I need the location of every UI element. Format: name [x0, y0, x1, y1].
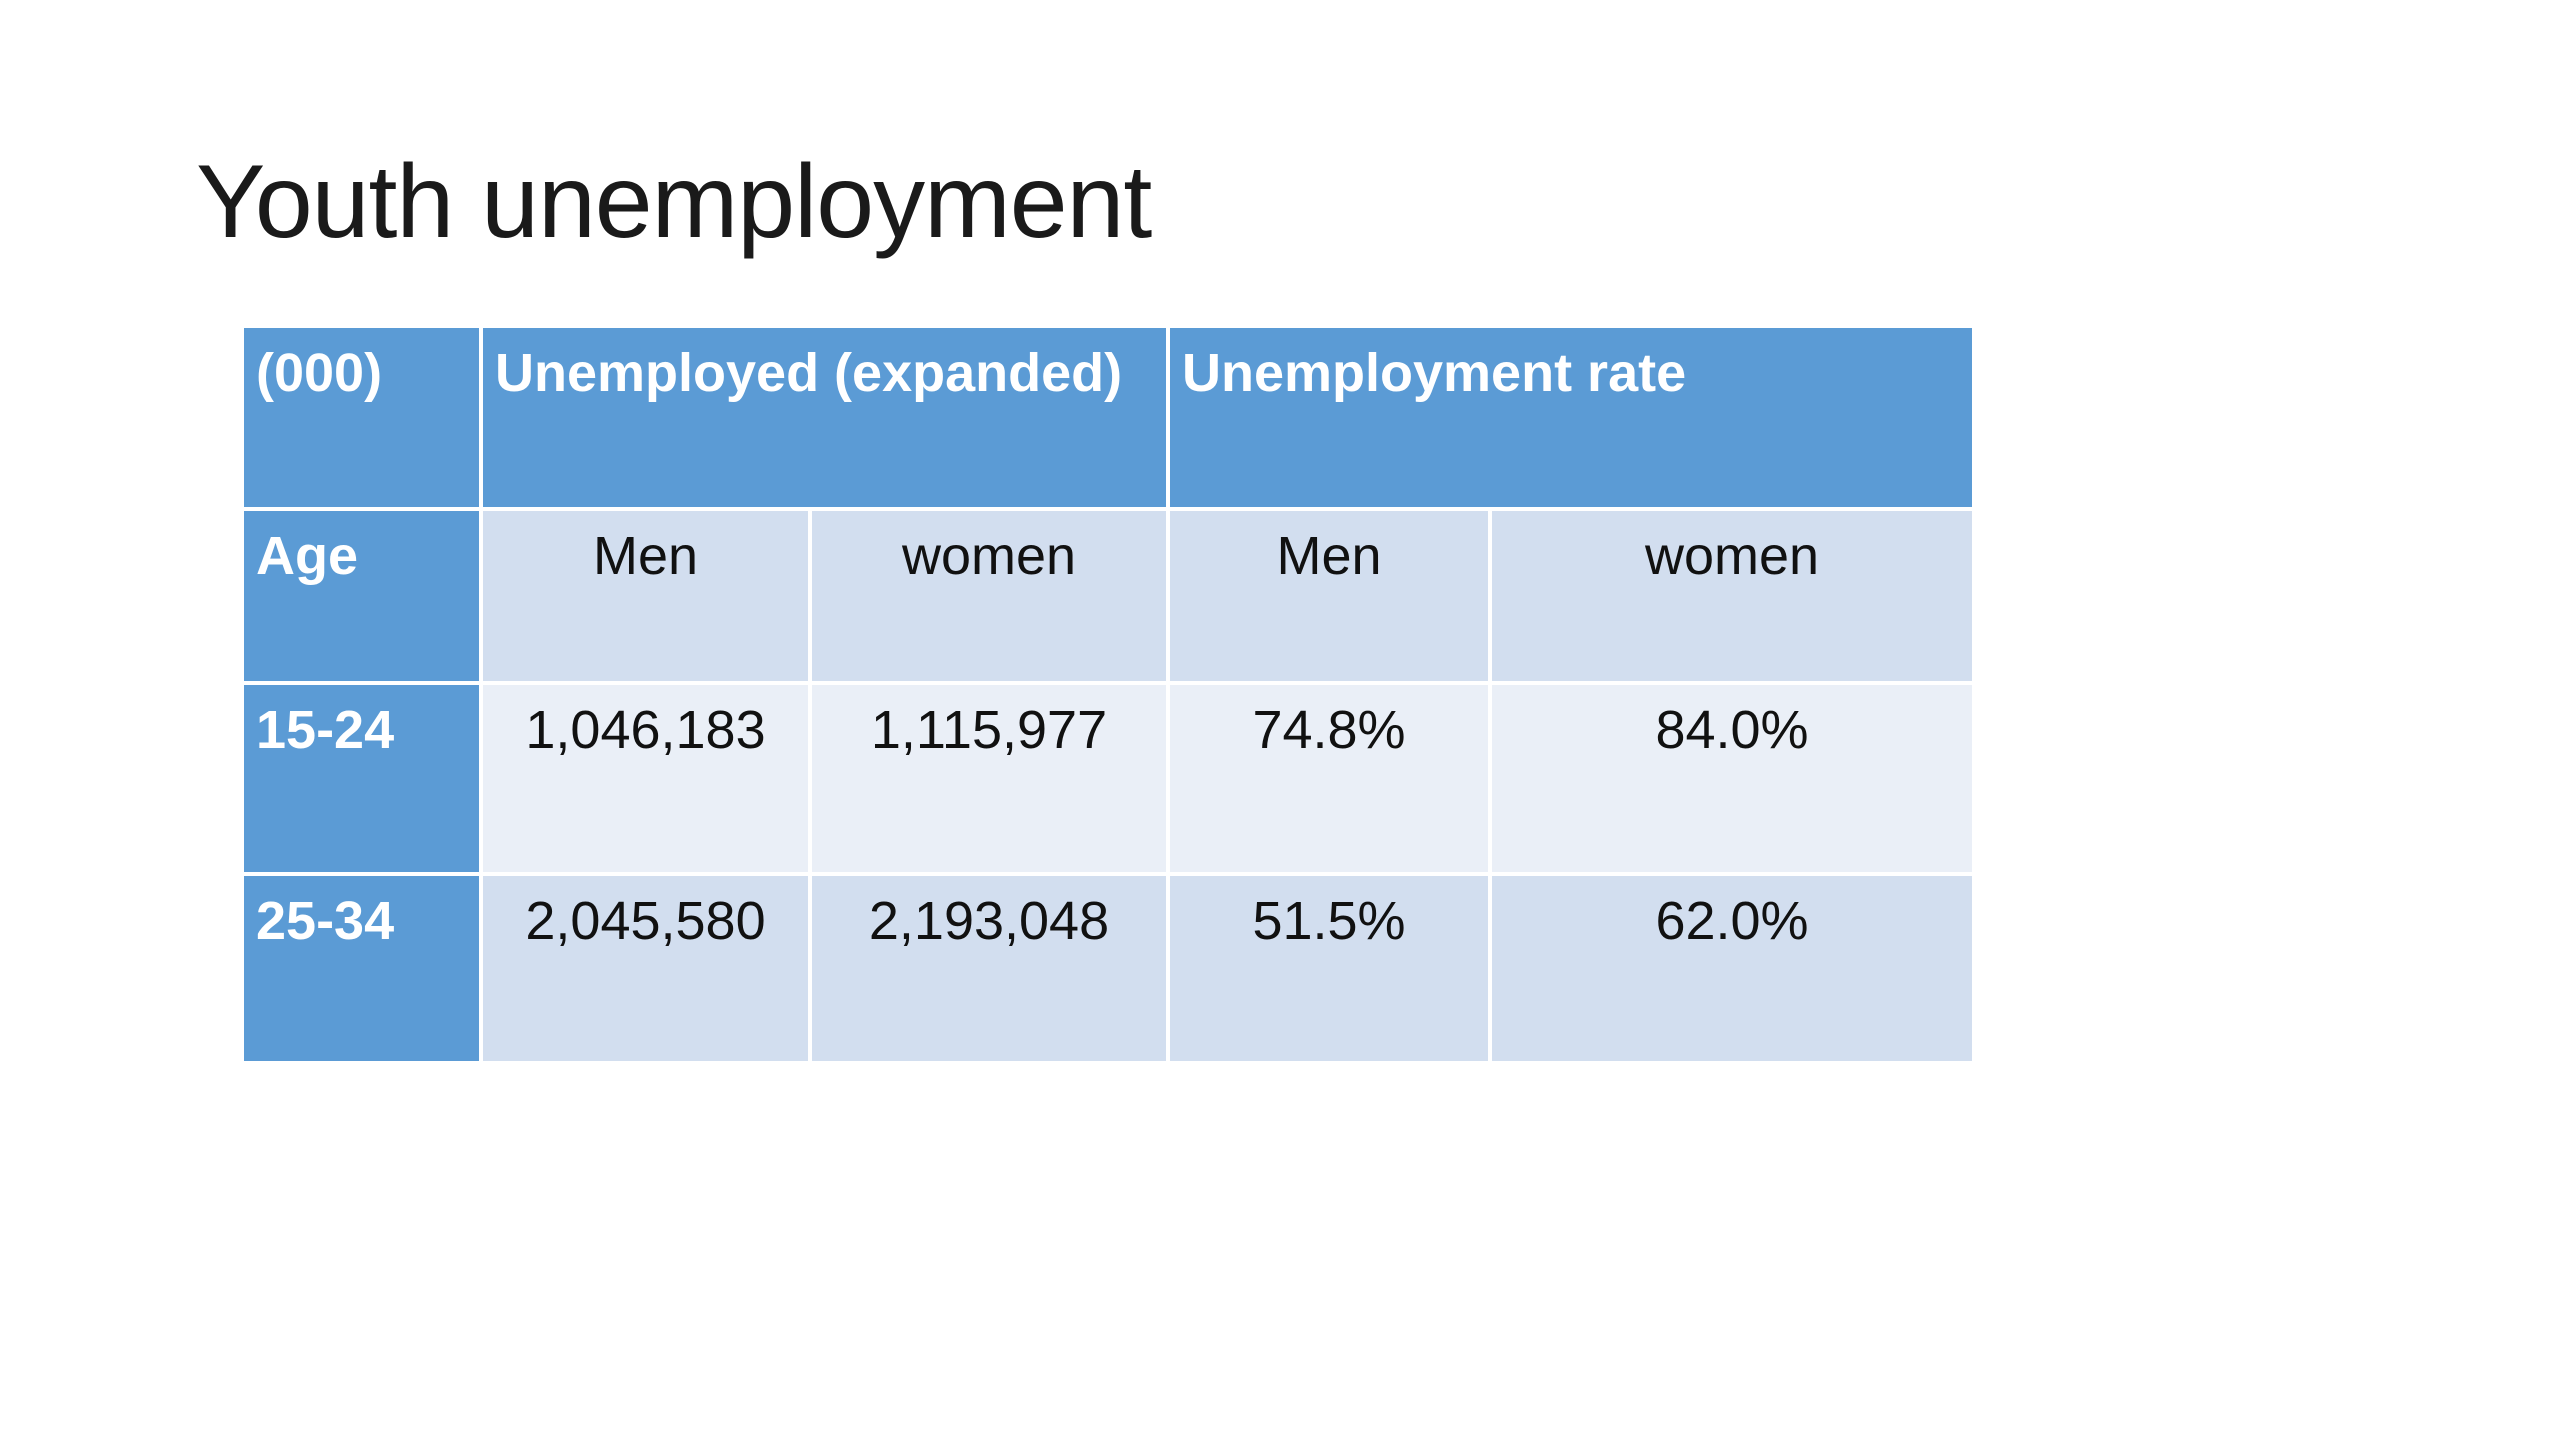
- table-cell: women: [1488, 507, 1976, 685]
- table-row: Age Men women Men women: [240, 507, 1976, 685]
- table-cell: 74.8%: [1166, 681, 1492, 876]
- table-cell: 1,115,977: [808, 681, 1170, 876]
- header-cell: Unemployed (expanded): [479, 324, 1170, 511]
- table-cell: 84.0%: [1488, 681, 1976, 876]
- slide-title: Youth unemployment: [196, 144, 1152, 260]
- data-table: (000) Unemployed (expanded) Unemployment…: [240, 324, 1976, 1065]
- row-header-cell: 25-34: [240, 872, 483, 1065]
- row-header-cell: Age: [240, 507, 483, 685]
- table-cell: women: [808, 507, 1170, 685]
- table-cell: 2,193,048: [808, 872, 1170, 1065]
- table-cell: Men: [479, 507, 812, 685]
- table-cell: 51.5%: [1166, 872, 1492, 1065]
- table-cell: 62.0%: [1488, 872, 1976, 1065]
- table-cell: 2,045,580: [479, 872, 812, 1065]
- table-cell: Men: [1166, 507, 1492, 685]
- table-cell: 1,046,183: [479, 681, 812, 876]
- row-header-cell: 15-24: [240, 681, 483, 876]
- table-row: 15-24 1,046,183 1,115,977 74.8% 84.0%: [240, 681, 1976, 876]
- header-cell: (000): [240, 324, 483, 511]
- header-cell: Unemployment rate: [1166, 324, 1976, 511]
- header-row: (000) Unemployed (expanded) Unemployment…: [240, 324, 1976, 511]
- table-row: 25-34 2,045,580 2,193,048 51.5% 62.0%: [240, 872, 1976, 1065]
